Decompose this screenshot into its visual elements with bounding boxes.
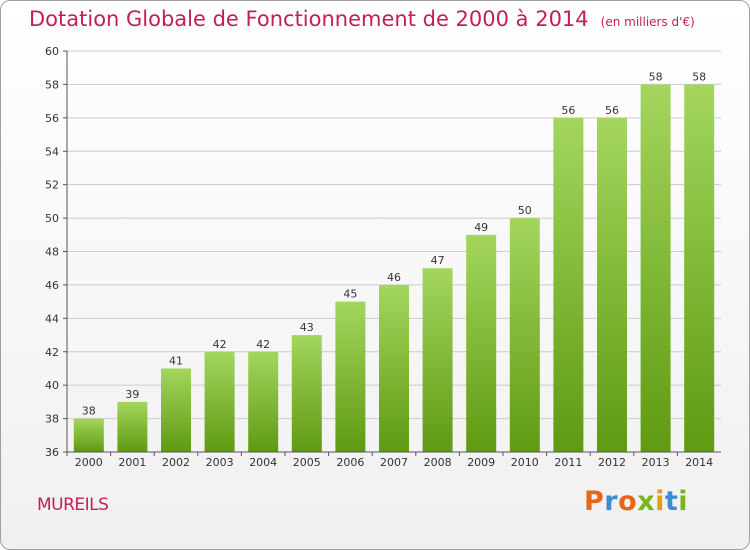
data-label: 45 bbox=[343, 288, 357, 301]
bar bbox=[466, 234, 497, 452]
data-label: 41 bbox=[169, 354, 183, 367]
data-label: 49 bbox=[474, 221, 488, 234]
x-tick-label: 2006 bbox=[336, 456, 364, 469]
x-tick-label: 2002 bbox=[162, 456, 190, 469]
y-tick-label: 40 bbox=[45, 379, 59, 392]
x-tick-label: 2013 bbox=[642, 456, 670, 469]
bar bbox=[161, 368, 191, 452]
x-tick-label: 2014 bbox=[685, 456, 713, 469]
data-label: 56 bbox=[605, 104, 619, 117]
commune-name: MUREILS bbox=[37, 495, 109, 515]
x-tick-label: 2003 bbox=[206, 456, 234, 469]
x-tick-label: 2005 bbox=[293, 456, 321, 469]
chart-title-text: Dotation Globale de Fonctionnement de 20… bbox=[29, 7, 589, 31]
bar bbox=[291, 335, 322, 452]
x-tick-label: 2009 bbox=[467, 456, 495, 469]
y-tick-label: 54 bbox=[45, 145, 59, 158]
labels: 36 38 40 42 44 46 48 50 52 54 56 58 60 38 2000 39 2001 41… bbox=[45, 45, 713, 469]
axes bbox=[63, 50, 721, 456]
y-tick-label: 44 bbox=[45, 312, 59, 325]
y-tick-label: 60 bbox=[45, 45, 59, 58]
data-label: 39 bbox=[125, 388, 139, 401]
y-tick-label: 56 bbox=[45, 112, 59, 125]
y-tick-label: 42 bbox=[45, 346, 59, 359]
x-tick-label: 2008 bbox=[424, 456, 452, 469]
x-tick-label: 2011 bbox=[554, 456, 582, 469]
proxiti-logo: Proxiti bbox=[584, 486, 689, 517]
bar bbox=[73, 418, 104, 452]
bar bbox=[553, 117, 584, 452]
y-tick-label: 50 bbox=[45, 212, 59, 225]
data-label: 58 bbox=[692, 70, 706, 83]
bar bbox=[117, 401, 148, 452]
y-tick-label: 36 bbox=[45, 446, 59, 459]
y-tick-label: 58 bbox=[45, 78, 59, 91]
bar bbox=[204, 351, 235, 452]
x-tick-label: 2010 bbox=[511, 456, 539, 469]
chart-title: Dotation Globale de Fonctionnement de 20… bbox=[29, 7, 695, 31]
y-tick-label: 52 bbox=[45, 179, 59, 192]
chart-subtitle: (en milliers d'€) bbox=[600, 15, 695, 29]
data-label: 42 bbox=[213, 338, 227, 351]
data-label: 42 bbox=[256, 338, 270, 351]
y-tick-label: 48 bbox=[45, 246, 59, 259]
data-label: 47 bbox=[431, 254, 445, 267]
data-label: 50 bbox=[518, 204, 532, 217]
x-tick-label: 2004 bbox=[249, 456, 277, 469]
bar bbox=[422, 268, 453, 452]
bar bbox=[248, 351, 279, 452]
data-label: 58 bbox=[649, 70, 663, 83]
data-label: 43 bbox=[300, 321, 314, 334]
x-tick-label: 2000 bbox=[75, 456, 103, 469]
data-label: 56 bbox=[561, 104, 575, 117]
x-tick-label: 2001 bbox=[118, 456, 146, 469]
bar bbox=[684, 84, 715, 453]
x-tick-label: 2012 bbox=[598, 456, 626, 469]
data-label: 46 bbox=[387, 271, 401, 284]
bars bbox=[73, 84, 715, 453]
y-tick-label: 38 bbox=[45, 413, 59, 426]
bar bbox=[335, 301, 366, 452]
bar bbox=[597, 117, 627, 452]
y-tick-label: 46 bbox=[45, 279, 59, 292]
data-label: 38 bbox=[82, 405, 96, 418]
bar bbox=[509, 218, 540, 452]
x-tick-label: 2007 bbox=[380, 456, 408, 469]
bar bbox=[640, 84, 671, 453]
bar bbox=[379, 284, 409, 452]
